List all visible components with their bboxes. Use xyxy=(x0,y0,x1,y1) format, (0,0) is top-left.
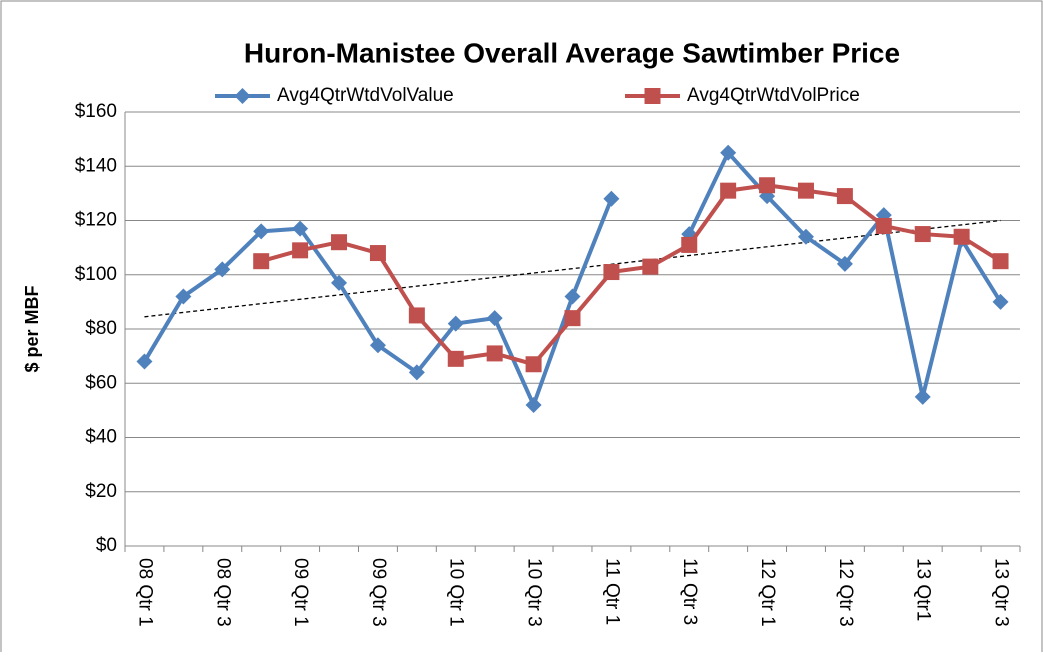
y-tick-label: $120 xyxy=(75,210,117,231)
data-point xyxy=(992,253,1009,270)
y-tick-label: $160 xyxy=(75,101,117,122)
x-tick-label: 09 Qtr 3 xyxy=(368,558,389,627)
data-point xyxy=(331,234,348,251)
data-point xyxy=(836,188,853,205)
data-point xyxy=(797,182,814,199)
x-tick-label: 08 Qtr 1 xyxy=(134,558,155,627)
y-tick-label: $40 xyxy=(85,427,117,448)
data-point xyxy=(175,288,192,305)
trendline xyxy=(144,219,1001,318)
data-point xyxy=(292,220,309,237)
data-point xyxy=(292,242,309,259)
data-point xyxy=(720,144,737,161)
data-point xyxy=(603,190,620,207)
data-point xyxy=(408,307,425,324)
data-point xyxy=(875,217,892,234)
x-tick-label: 13 Qtr1 xyxy=(913,558,934,621)
data-point xyxy=(759,177,776,194)
legend-label: Avg4QtrWtdVolPrice xyxy=(687,85,860,106)
x-tick-label: 12 Qtr 1 xyxy=(757,558,778,627)
data-point xyxy=(914,388,931,405)
x-tick-label: 13 Qtr 3 xyxy=(991,558,1012,627)
legend-label: Avg4QtrWtdVolValue xyxy=(277,85,454,106)
data-point xyxy=(369,245,386,262)
data-point xyxy=(486,310,503,327)
data-point xyxy=(720,182,737,199)
data-point xyxy=(486,345,503,362)
y-tick-label: $140 xyxy=(75,155,117,176)
y-tick-label: $20 xyxy=(85,481,117,502)
data-point xyxy=(331,274,348,291)
data-point xyxy=(992,293,1009,310)
data-point xyxy=(836,255,853,272)
data-point xyxy=(564,310,581,327)
data-point xyxy=(253,223,270,240)
y-axis-title: $ per MBF xyxy=(22,285,42,372)
data-point xyxy=(914,226,931,243)
data-point xyxy=(253,253,270,270)
data-point xyxy=(797,228,814,245)
y-tick-label: $60 xyxy=(85,372,117,393)
x-tick-label: 09 Qtr 1 xyxy=(290,558,311,627)
y-tick-label: $0 xyxy=(96,535,117,556)
legend-marker xyxy=(644,88,661,104)
data-point xyxy=(564,288,581,305)
x-tick-label: 10 Qtr 1 xyxy=(446,558,467,627)
x-tick-label: 10 Qtr 3 xyxy=(524,558,545,627)
data-point xyxy=(525,396,542,413)
x-tick-label: 11 Qtr 1 xyxy=(601,558,622,625)
data-point xyxy=(681,236,698,253)
data-point xyxy=(369,337,386,354)
data-point xyxy=(525,356,542,373)
y-tick-label: $100 xyxy=(75,264,117,285)
x-tick-label: 11 Qtr 3 xyxy=(679,558,700,625)
chart-title: Huron-Manistee Overall Average Sawtimber… xyxy=(244,37,900,68)
data-point xyxy=(953,228,970,245)
x-tick-label: 12 Qtr 3 xyxy=(835,558,856,627)
x-tick-label: 08 Qtr 3 xyxy=(212,558,233,627)
data-point xyxy=(447,315,464,332)
legend-marker xyxy=(234,88,251,104)
y-tick-label: $80 xyxy=(85,318,117,339)
data-point xyxy=(136,353,153,370)
data-point xyxy=(408,364,425,381)
data-point xyxy=(447,350,464,367)
data-point xyxy=(642,258,659,275)
data-point xyxy=(603,264,620,281)
data-point xyxy=(214,261,231,278)
